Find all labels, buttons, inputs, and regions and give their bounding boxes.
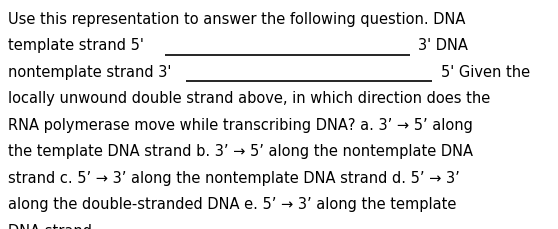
Text: Use this representation to answer the following question. DNA: Use this representation to answer the fo… (8, 12, 465, 27)
Text: 3' DNA: 3' DNA (418, 38, 468, 53)
Text: the template DNA strand b. 3’ → 5’ along the nontemplate DNA: the template DNA strand b. 3’ → 5’ along… (8, 144, 473, 159)
Text: along the double-stranded DNA e. 5’ → 3’ along the template: along the double-stranded DNA e. 5’ → 3’… (8, 197, 456, 212)
Text: strand c. 5’ → 3’ along the nontemplate DNA strand d. 5’ → 3’: strand c. 5’ → 3’ along the nontemplate … (8, 170, 460, 185)
Text: template strand 5': template strand 5' (8, 38, 144, 53)
Text: nontemplate strand 3': nontemplate strand 3' (8, 65, 171, 80)
Text: locally unwound double strand above, in which direction does the: locally unwound double strand above, in … (8, 91, 490, 106)
Text: RNA polymerase move while transcribing DNA? a. 3’ → 5’ along: RNA polymerase move while transcribing D… (8, 117, 473, 132)
Text: 5' Given the: 5' Given the (441, 65, 530, 80)
Text: DNA strand: DNA strand (8, 223, 92, 229)
